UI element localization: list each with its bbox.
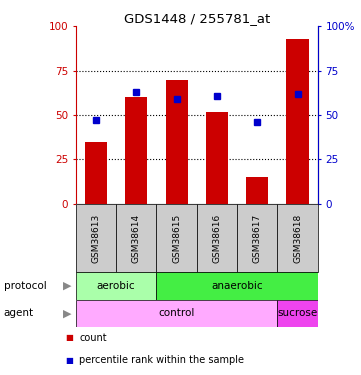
Text: GSM38615: GSM38615 xyxy=(172,213,181,262)
Text: control: control xyxy=(158,308,195,318)
Bar xyxy=(277,300,318,327)
Text: agent: agent xyxy=(4,308,34,318)
Text: ▶: ▶ xyxy=(62,281,71,291)
Bar xyxy=(125,97,147,204)
Text: GSM38617: GSM38617 xyxy=(253,213,262,262)
Text: GSM38618: GSM38618 xyxy=(293,213,302,262)
Bar xyxy=(156,272,318,300)
Bar xyxy=(76,204,116,272)
Text: aerobic: aerobic xyxy=(97,281,135,291)
Bar xyxy=(197,204,237,272)
Bar xyxy=(156,204,197,272)
Text: GSM38616: GSM38616 xyxy=(212,213,221,262)
Bar xyxy=(116,204,156,272)
Text: ▶: ▶ xyxy=(62,308,71,318)
Text: count: count xyxy=(79,333,107,343)
Text: anaerobic: anaerobic xyxy=(211,281,263,291)
Bar xyxy=(165,80,188,204)
Bar xyxy=(286,39,309,204)
Bar xyxy=(277,204,318,272)
Bar xyxy=(76,272,156,300)
Bar xyxy=(76,300,277,327)
Bar xyxy=(237,204,277,272)
Text: GSM38613: GSM38613 xyxy=(91,213,100,262)
Bar xyxy=(206,111,228,204)
Text: ■: ■ xyxy=(65,356,73,364)
Title: GDS1448 / 255781_at: GDS1448 / 255781_at xyxy=(123,12,270,25)
Text: GSM38614: GSM38614 xyxy=(132,213,141,262)
Bar xyxy=(246,177,268,204)
Bar xyxy=(85,142,107,204)
Text: protocol: protocol xyxy=(4,281,46,291)
Text: ■: ■ xyxy=(65,333,73,342)
Text: sucrose: sucrose xyxy=(277,308,318,318)
Text: percentile rank within the sample: percentile rank within the sample xyxy=(79,355,244,365)
